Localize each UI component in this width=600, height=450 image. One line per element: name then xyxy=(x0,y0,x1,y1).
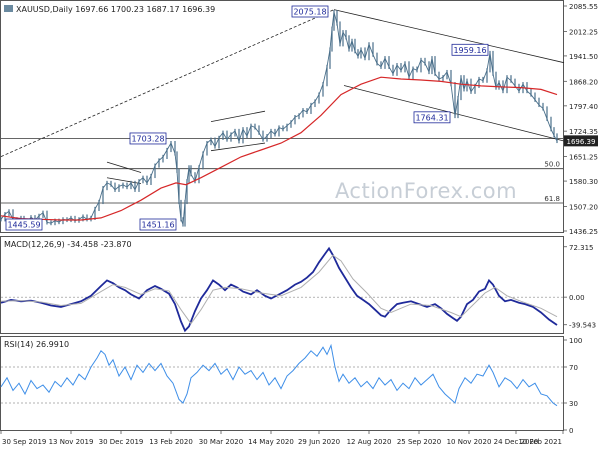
price-annotation-label: 1451.16 xyxy=(141,221,174,230)
price-panel: 50.0 61.8 2075.18 1959.16 1703.28 1764.31 1451… xyxy=(0,5,565,231)
price-axis-label: 2012.25 xyxy=(569,28,598,36)
rsi-axis-label: 100 xyxy=(569,337,582,345)
trendline xyxy=(343,85,565,142)
macd-line xyxy=(0,246,558,333)
price-annotation-label: 1445.59 xyxy=(7,221,40,230)
price-panel-title: XAUUSD,Daily 1697.66 1700.23 1687.17 169… xyxy=(16,5,215,14)
price-title-icon xyxy=(4,5,13,12)
price-line xyxy=(0,11,558,226)
rsi-axis-label: 0 xyxy=(569,427,573,435)
price-axis-label: 1580.30 xyxy=(569,178,598,186)
price-axis-label: 1941.50 xyxy=(569,53,598,61)
trendline xyxy=(210,142,266,152)
macd-axis-label: 72.315 xyxy=(569,244,594,252)
price-annotation-box xyxy=(451,43,489,56)
price-annotation-box xyxy=(413,111,451,124)
rsi-panel-frame xyxy=(0,336,564,431)
rsi-axis-label: 70 xyxy=(569,364,578,372)
rsi-axis-label: 30 xyxy=(569,400,578,408)
x-axis-label: 12 Aug 2020 xyxy=(347,438,392,446)
macd-panel-title: MACD(12,26,9) -34.458 -23.870 xyxy=(4,240,132,249)
current-price-label: 1696.39 xyxy=(567,138,596,146)
panel-frames xyxy=(0,0,564,431)
macd-panel xyxy=(0,246,563,333)
moving-average-line xyxy=(0,76,558,221)
x-axis-label: 25 Sep 2020 xyxy=(397,438,441,446)
trendline xyxy=(333,9,565,64)
price-axis-label: 1724.35 xyxy=(569,128,598,136)
price-axis-label: 1797.40 xyxy=(569,103,598,111)
rsi-panel-title: RSI(14) 26.9910 xyxy=(4,340,69,349)
x-axis-label: 29 Jun 2020 xyxy=(298,438,340,446)
x-axis-label: 13 Nov 2019 xyxy=(49,438,94,446)
price-annotation-label: 2075.18 xyxy=(293,8,326,17)
price-axis-label: 1651.25 xyxy=(569,153,598,161)
x-axis: 30 Sep 2019 13 Nov 2019 30 Dec 2019 13 Feb … xyxy=(0,430,564,446)
price-axis-label: 1868.20 xyxy=(569,78,598,86)
x-axis-label: 13 Feb 2020 xyxy=(149,438,193,446)
macd-axis-label: 0.00 xyxy=(569,294,585,302)
rsi-line xyxy=(0,343,558,407)
trendline xyxy=(210,110,266,122)
fib-level-label: 61.8 xyxy=(544,195,560,203)
dashed-trendline xyxy=(0,9,335,157)
price-axis-label: 2085.55 xyxy=(569,3,598,11)
x-axis-label: 30 Sep 2019 xyxy=(2,438,46,446)
macd-panel-frame xyxy=(0,236,564,334)
fib-level-label: 50.0 xyxy=(544,161,560,169)
x-axis-label: 10 Feb 2021 xyxy=(518,438,562,446)
macd-axis: 72.315 0.00 -39.543 xyxy=(563,244,596,330)
current-price-box xyxy=(564,135,598,147)
price-annotation-box xyxy=(291,5,329,18)
price-annotation-label: 1764.31 xyxy=(415,113,448,122)
trendline xyxy=(106,161,142,173)
price-axis-label: 1436.25 xyxy=(569,228,598,236)
macd-signal-line xyxy=(0,254,558,325)
x-axis-label: 14 May 2020 xyxy=(248,438,294,446)
price-axis-label: 1507.20 xyxy=(569,203,598,211)
price-annotation-label: 1959.16 xyxy=(453,46,486,55)
x-axis-label: 24 Dec 2020 xyxy=(494,438,539,446)
watermark: ActionForex.com xyxy=(335,179,517,203)
rsi-axis: 100 70 30 0 xyxy=(563,337,582,435)
price-annotation-box xyxy=(129,132,167,145)
rsi-panel xyxy=(0,343,563,407)
macd-axis-label: -39.543 xyxy=(569,322,596,330)
price-axis: 2085.55 2012.25 1941.50 1868.20 1797.40 1724.… xyxy=(563,3,598,236)
x-axis-label: 30 Dec 2019 xyxy=(99,438,144,446)
price-panel-frame xyxy=(0,0,564,233)
price-annotation-box xyxy=(139,218,177,231)
price-annotation-label: 1703.28 xyxy=(131,134,164,143)
x-axis-label: 30 Mar 2020 xyxy=(199,438,243,446)
price-annotation-box xyxy=(5,218,43,231)
x-axis-label: 10 Nov 2020 xyxy=(447,438,492,446)
